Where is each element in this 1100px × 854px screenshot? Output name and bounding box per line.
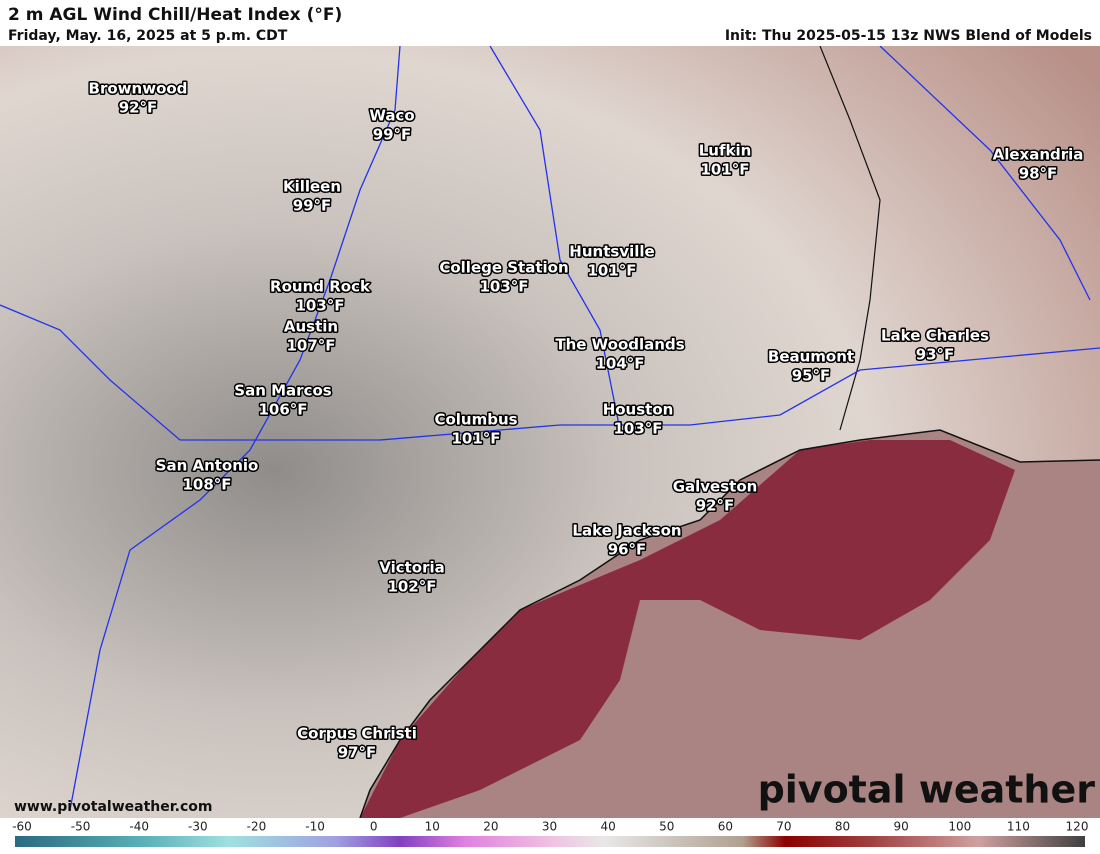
colorbar-tick-label: -60	[12, 820, 32, 834]
colorbar-tick-label: -50	[71, 820, 91, 834]
valid-time: Friday, May. 16, 2025 at 5 p.m. CDT	[8, 28, 288, 44]
colorbar-tick-label: -40	[129, 820, 149, 834]
map-title: 2 m AGL Wind Chill/Heat Index (°F)	[8, 5, 342, 25]
city-value: 107°F	[286, 337, 335, 355]
colorbar-tick-label: 30	[542, 820, 557, 834]
city-name: Round Rock	[270, 278, 371, 296]
init-time: Init: Thu 2025-05-15 13z NWS Blend of Mo…	[725, 28, 1092, 44]
city-name: Alexandria	[993, 146, 1084, 164]
colorbar-tick-label: 40	[600, 820, 615, 834]
city-name: The Woodlands	[555, 336, 684, 354]
city-name: Lake Charles	[881, 327, 989, 345]
colorbar-tick-label: 10	[425, 820, 440, 834]
city-name: Brownwood	[89, 80, 188, 98]
river	[489, 45, 621, 431]
city-name: San Antonio	[156, 457, 259, 475]
source-url: www.pivotalweather.com	[14, 799, 213, 815]
city-value: 93°F	[916, 346, 955, 364]
city-value: 108°F	[182, 476, 231, 494]
city-value: 101°F	[587, 262, 636, 280]
colorbar-ticks: -60 -50 -40 -30 -20 -10 0 10 20 30 40 50 60 70 80 90 100…	[12, 820, 1088, 834]
city-value: 92°F	[119, 99, 158, 117]
city-value: 103°F	[295, 297, 344, 315]
city-name: Columbus	[434, 411, 517, 429]
heat-area	[360, 440, 1015, 818]
colorbar-tick-label: 60	[718, 820, 733, 834]
city-name: Corpus Christi	[297, 725, 417, 743]
colorbar-tick-label: 70	[776, 820, 791, 834]
city-name: Lufkin	[699, 142, 752, 160]
city-name: San Marcos	[234, 382, 331, 400]
city-value: 99°F	[293, 197, 332, 215]
colorbar-tick-label: 90	[894, 820, 909, 834]
city-value: 95°F	[792, 367, 831, 385]
coastline	[359, 429, 1100, 819]
colorbar-tick-label: 80	[835, 820, 850, 834]
colorbar-tick-label: 50	[659, 820, 674, 834]
river	[879, 45, 1091, 301]
city-name: Austin	[284, 318, 338, 336]
city-name: Killeen	[283, 178, 341, 196]
city-name: Waco	[369, 107, 414, 125]
colorbar-tick-label: 0	[370, 820, 378, 834]
city-name: Lake Jackson	[572, 522, 681, 540]
city-name: Beaumont	[768, 348, 854, 366]
river	[0, 304, 181, 441]
river	[180, 347, 1100, 441]
city-value: 92°F	[696, 497, 735, 515]
city-value: 99°F	[373, 126, 412, 144]
city-name: College Station	[439, 259, 568, 277]
colorbar-tick-label: 120	[1066, 820, 1089, 834]
colorbar	[15, 836, 1085, 847]
city-name: Huntsville	[569, 243, 654, 261]
river	[69, 45, 401, 811]
city-value: 106°F	[258, 401, 307, 419]
colorbar-tick-label: -20	[247, 820, 267, 834]
colorbar-tick-label: -30	[188, 820, 208, 834]
colorbar-tick-label: 100	[948, 820, 971, 834]
city-value: 103°F	[613, 420, 662, 438]
city-value: 101°F	[700, 161, 749, 179]
city-value: 98°F	[1019, 165, 1058, 183]
city-value: 102°F	[387, 578, 436, 596]
city-value: 101°F	[451, 430, 500, 448]
rivers	[0, 45, 1100, 811]
colorbar-tick-label: -10	[305, 820, 325, 834]
city-value: 97°F	[338, 744, 377, 762]
colorbar-tick-label: 20	[483, 820, 498, 834]
city-name: Galveston	[673, 478, 758, 496]
city-value: 104°F	[595, 355, 644, 373]
colorbar-tick-label: 110	[1007, 820, 1030, 834]
brand-logo: pivotal weather	[758, 768, 1096, 812]
city-value: 103°F	[479, 278, 528, 296]
city-name: Victoria	[379, 559, 445, 577]
header-bar	[0, 0, 1100, 46]
city-value: 96°F	[608, 541, 647, 559]
city-name: Houston	[603, 401, 674, 419]
